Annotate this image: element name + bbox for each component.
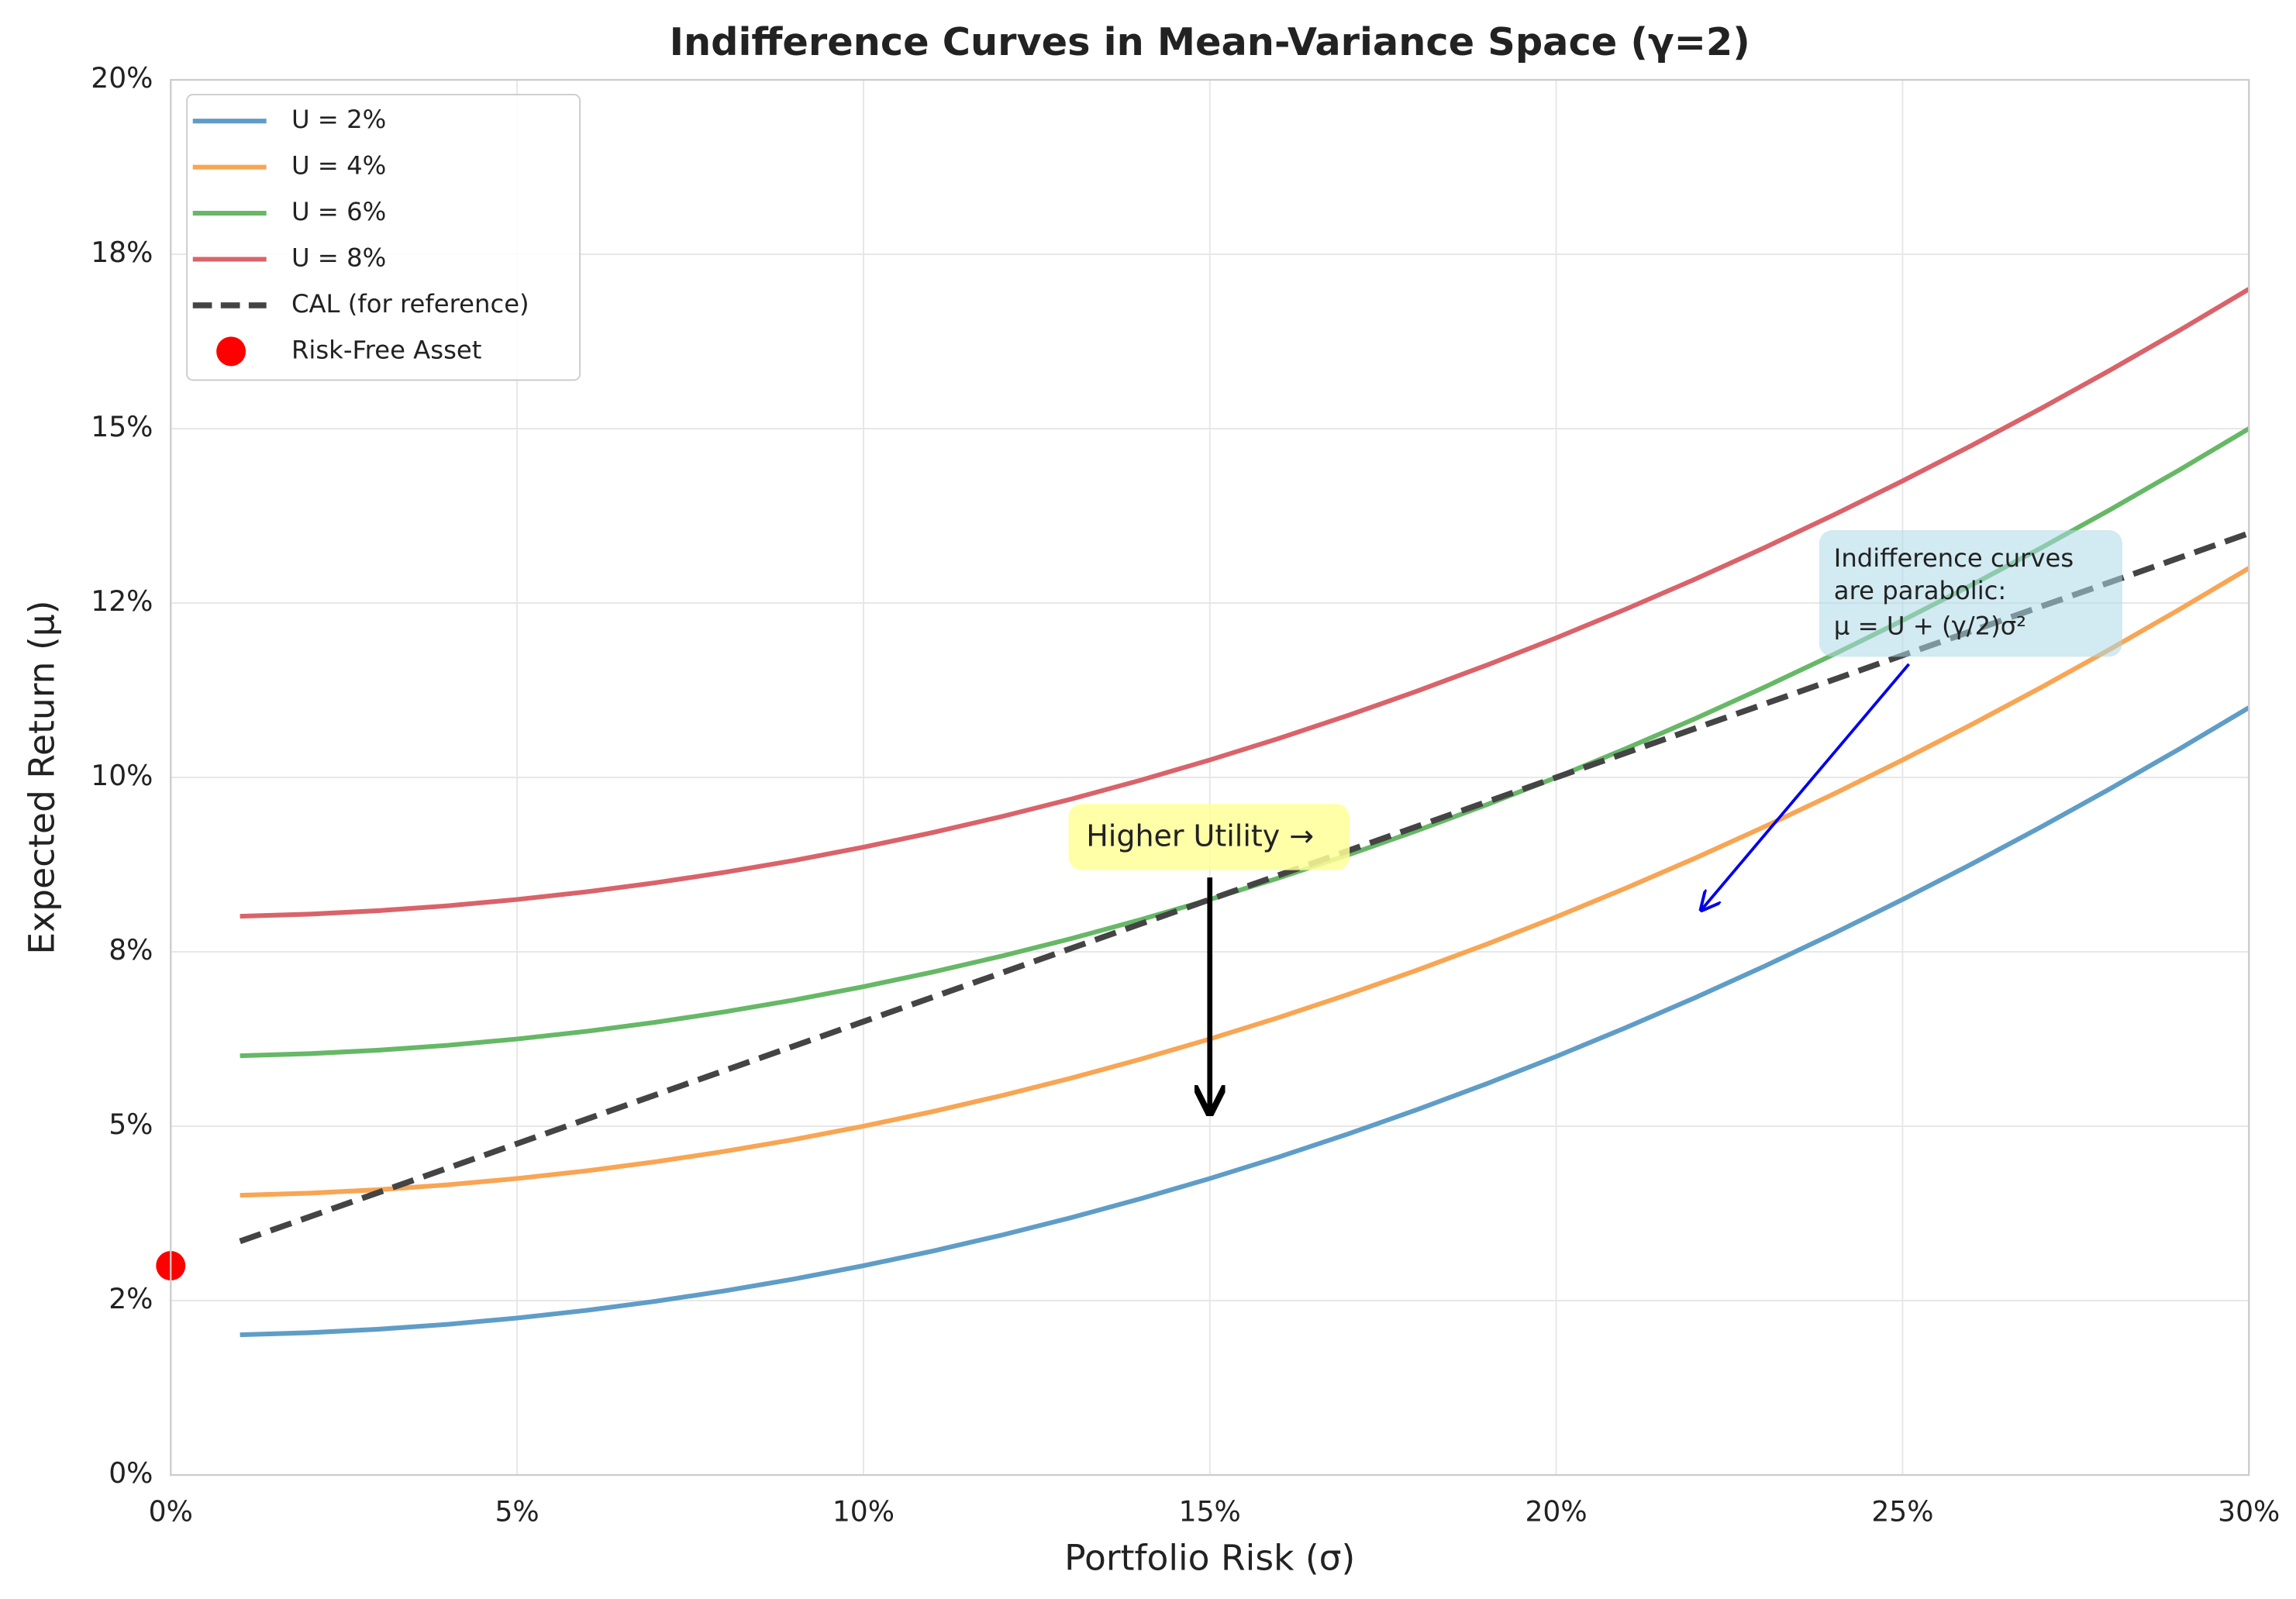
annotation-box [1068,804,1350,870]
legend-label: U = 2% [291,105,386,134]
y-tick-label: 5% [109,1108,153,1141]
x-tick-label: 10% [833,1495,895,1528]
chart-title: Indifference Curves in Mean-Variance Spa… [670,19,1750,64]
y-tick-label: 12% [91,585,153,618]
legend-label: U = 6% [291,197,386,226]
legend-label: U = 4% [291,151,386,181]
annotation-arrow [1701,663,1911,910]
x-tick-label: 25% [1871,1495,1933,1528]
y-tick-label: 2% [109,1283,153,1315]
x-tick-label: 20% [1525,1495,1587,1528]
x-tick-label: 30% [2218,1495,2280,1528]
annotation-text: are parabolic: [1834,576,2007,605]
legend-label: U = 8% [291,243,386,272]
series-line [240,287,2250,919]
annotation-text: Indifference curves [1834,543,2074,573]
x-tick-label: 5% [495,1495,539,1528]
x-tick-label: 15% [1179,1495,1241,1528]
annotation-box [1819,530,2122,657]
y-tick-label: 10% [91,760,153,792]
legend-label: Risk-Free Asset [291,335,481,364]
annotation-text: μ = U + (γ/2)σ² [1834,611,2026,640]
x-axis-label: Portfolio Risk (σ) [1064,1538,1355,1579]
annotation-text: Higher Utility → [1086,818,1314,853]
y-tick-label: 20% [91,62,153,95]
y-tick-label: 18% [91,236,153,269]
legend-marker [216,336,246,367]
y-axis-label: Expected Return (μ) [21,600,62,954]
legend-label: CAL (for reference) [291,289,529,319]
x-tick-label: 0% [149,1495,193,1528]
legend [186,94,581,381]
axes-frame [170,78,2250,1477]
y-tick-label: 8% [109,934,153,967]
series-line [240,705,2250,1338]
y-tick-label: 15% [91,411,153,443]
series-line [240,566,2250,1198]
y-tick-label: 0% [109,1457,153,1490]
